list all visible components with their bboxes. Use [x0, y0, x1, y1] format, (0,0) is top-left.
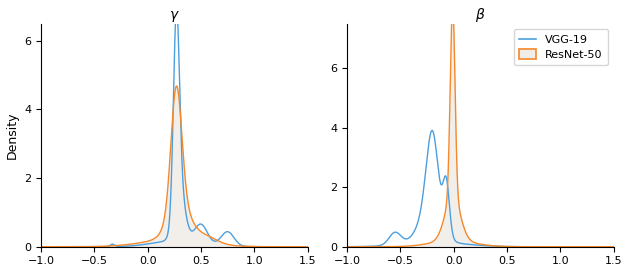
Y-axis label: Density: Density — [6, 112, 19, 159]
Title: $\gamma$: $\gamma$ — [169, 8, 180, 24]
Legend: VGG-19, ResNet-50: VGG-19, ResNet-50 — [514, 29, 608, 65]
Title: $\beta$: $\beta$ — [475, 5, 485, 24]
